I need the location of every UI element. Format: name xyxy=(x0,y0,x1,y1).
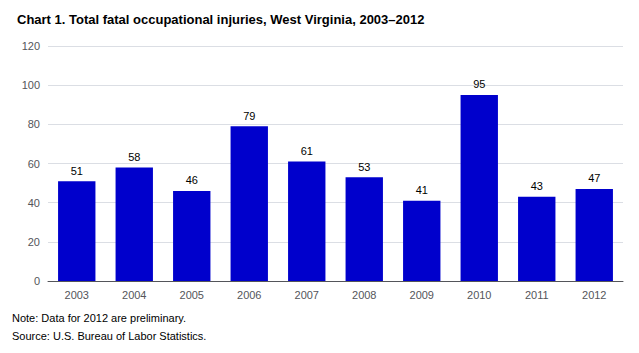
svg-text:2008: 2008 xyxy=(352,289,376,301)
svg-text:2010: 2010 xyxy=(467,289,491,301)
svg-text:20: 20 xyxy=(28,236,40,248)
svg-text:2009: 2009 xyxy=(410,289,434,301)
svg-text:53: 53 xyxy=(358,161,370,173)
svg-text:47: 47 xyxy=(588,172,600,184)
svg-text:2011: 2011 xyxy=(525,289,549,301)
svg-text:Source: U.S. Bureau of Labor S: Source: U.S. Bureau of Labor Statistics. xyxy=(12,330,206,342)
svg-text:51: 51 xyxy=(71,165,83,177)
svg-text:0: 0 xyxy=(34,275,40,287)
svg-text:79: 79 xyxy=(243,110,255,122)
svg-text:60: 60 xyxy=(28,158,40,170)
svg-text:58: 58 xyxy=(128,151,140,163)
svg-text:120: 120 xyxy=(22,40,40,52)
svg-text:2003: 2003 xyxy=(65,289,89,301)
svg-text:2006: 2006 xyxy=(237,289,261,301)
svg-text:2004: 2004 xyxy=(122,289,146,301)
svg-text:80: 80 xyxy=(28,118,40,130)
svg-text:40: 40 xyxy=(28,197,40,209)
svg-text:95: 95 xyxy=(473,78,485,90)
svg-text:Chart 1. Total fatal occupatio: Chart 1. Total fatal occupational injuri… xyxy=(17,12,424,27)
svg-text:43: 43 xyxy=(531,180,543,192)
svg-text:41: 41 xyxy=(416,184,428,196)
svg-text:46: 46 xyxy=(186,174,198,186)
svg-text:61: 61 xyxy=(301,145,313,157)
svg-text:2012: 2012 xyxy=(582,289,606,301)
svg-text:2007: 2007 xyxy=(295,289,319,301)
svg-text:100: 100 xyxy=(22,79,40,91)
svg-text:2005: 2005 xyxy=(180,289,204,301)
svg-text:Note: Data for 2012 are prelim: Note: Data for 2012 are preliminary. xyxy=(12,312,186,324)
